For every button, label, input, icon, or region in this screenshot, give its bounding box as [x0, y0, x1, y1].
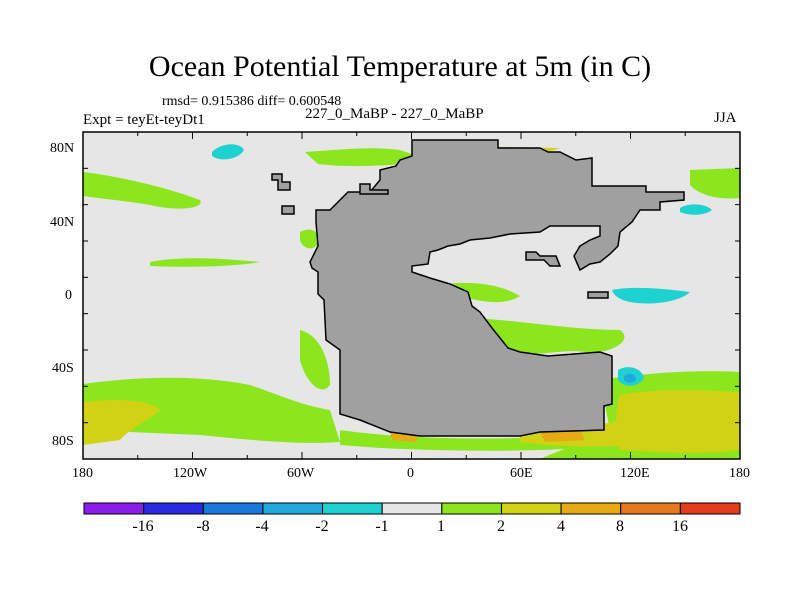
- lon-label-0: 0: [407, 466, 414, 481]
- colorbar: [83, 502, 741, 515]
- anomaly-green-north-west: [83, 172, 201, 209]
- land-island-2: [281, 205, 295, 215]
- anomaly-green-tethys: [470, 318, 625, 355]
- lat-label-eq: 0: [65, 288, 72, 303]
- map-plot: [82, 131, 741, 460]
- colorbar-label: -1: [375, 518, 389, 535]
- anomaly-cyan-tethys: [612, 287, 690, 304]
- lon-label-180w: 180: [72, 466, 93, 481]
- anomaly-orange-south: [540, 430, 585, 442]
- colorbar-label: -16: [132, 518, 154, 535]
- colorbar-label: 8: [616, 518, 624, 535]
- land-island-1: [271, 173, 291, 191]
- anomaly-blue-south: [624, 373, 636, 383]
- lon-label-120e: 120E: [620, 466, 650, 481]
- anomaly-yellow-south-west: [83, 400, 160, 445]
- colorbar-swatch: [83, 502, 145, 515]
- colorbar-label: -8: [196, 518, 210, 535]
- colorbar-swatch: [202, 502, 264, 515]
- lat-label-80n: 80N: [50, 141, 75, 156]
- lat-label-40s: 40S: [52, 361, 74, 376]
- anomaly-green-south-atlantic: [300, 330, 330, 390]
- stats-text: rmsd= 0.915386 diff= 0.600548: [162, 94, 342, 109]
- colorbar-label: 16: [672, 518, 688, 535]
- land-island-3: [359, 183, 389, 195]
- colorbar-swatch: [679, 502, 741, 515]
- lon-label-180e: 180: [729, 466, 750, 481]
- anomaly-cyan-north-east: [680, 204, 712, 215]
- anomaly-green-north-east: [690, 168, 740, 199]
- colorbar-label: 4: [557, 518, 565, 535]
- colorbar-label: 2: [497, 518, 505, 535]
- colorbar-swatch: [441, 502, 502, 515]
- subtitle: 227_0_MaBP - 227_0_MaBP: [305, 106, 484, 122]
- colorbar-swatch: [620, 502, 681, 515]
- colorbar-swatch: [322, 502, 383, 515]
- anomaly-yellow-south-east: [616, 390, 740, 453]
- anomaly-green-atlantic-north: [300, 229, 319, 249]
- lon-label-120w: 120W: [173, 466, 208, 481]
- anomaly-green-pacific-east: [150, 258, 260, 267]
- lon-label-60w: 60W: [287, 466, 315, 481]
- colorbar-label: 1: [437, 518, 445, 535]
- colorbar-swatch: [143, 502, 204, 515]
- land-island-5: [525, 251, 562, 267]
- lat-label-80s: 80S: [52, 434, 74, 449]
- colorbar-swatch: [500, 502, 562, 515]
- land-island-4: [587, 291, 609, 299]
- season-label: JJA: [714, 110, 737, 126]
- colorbar-swatch: [381, 502, 443, 515]
- colorbar-label: -4: [255, 518, 269, 535]
- experiment-label: Expt = teyEt-teyDt1: [83, 112, 205, 128]
- lon-label-60e: 60E: [510, 466, 533, 481]
- lat-label-40n: 40N: [50, 215, 75, 230]
- colorbar-swatch: [560, 502, 622, 515]
- land-pangaea: [309, 139, 685, 437]
- map-title: Ocean Potential Temperature at 5m (in C): [148, 50, 652, 83]
- colorbar-label: -2: [315, 518, 329, 535]
- axis-ticks: [82, 131, 741, 460]
- colorbar-swatch: [262, 502, 324, 515]
- anomaly-green-south-band: [83, 377, 340, 443]
- anomaly-cyan-arctic: [212, 144, 244, 160]
